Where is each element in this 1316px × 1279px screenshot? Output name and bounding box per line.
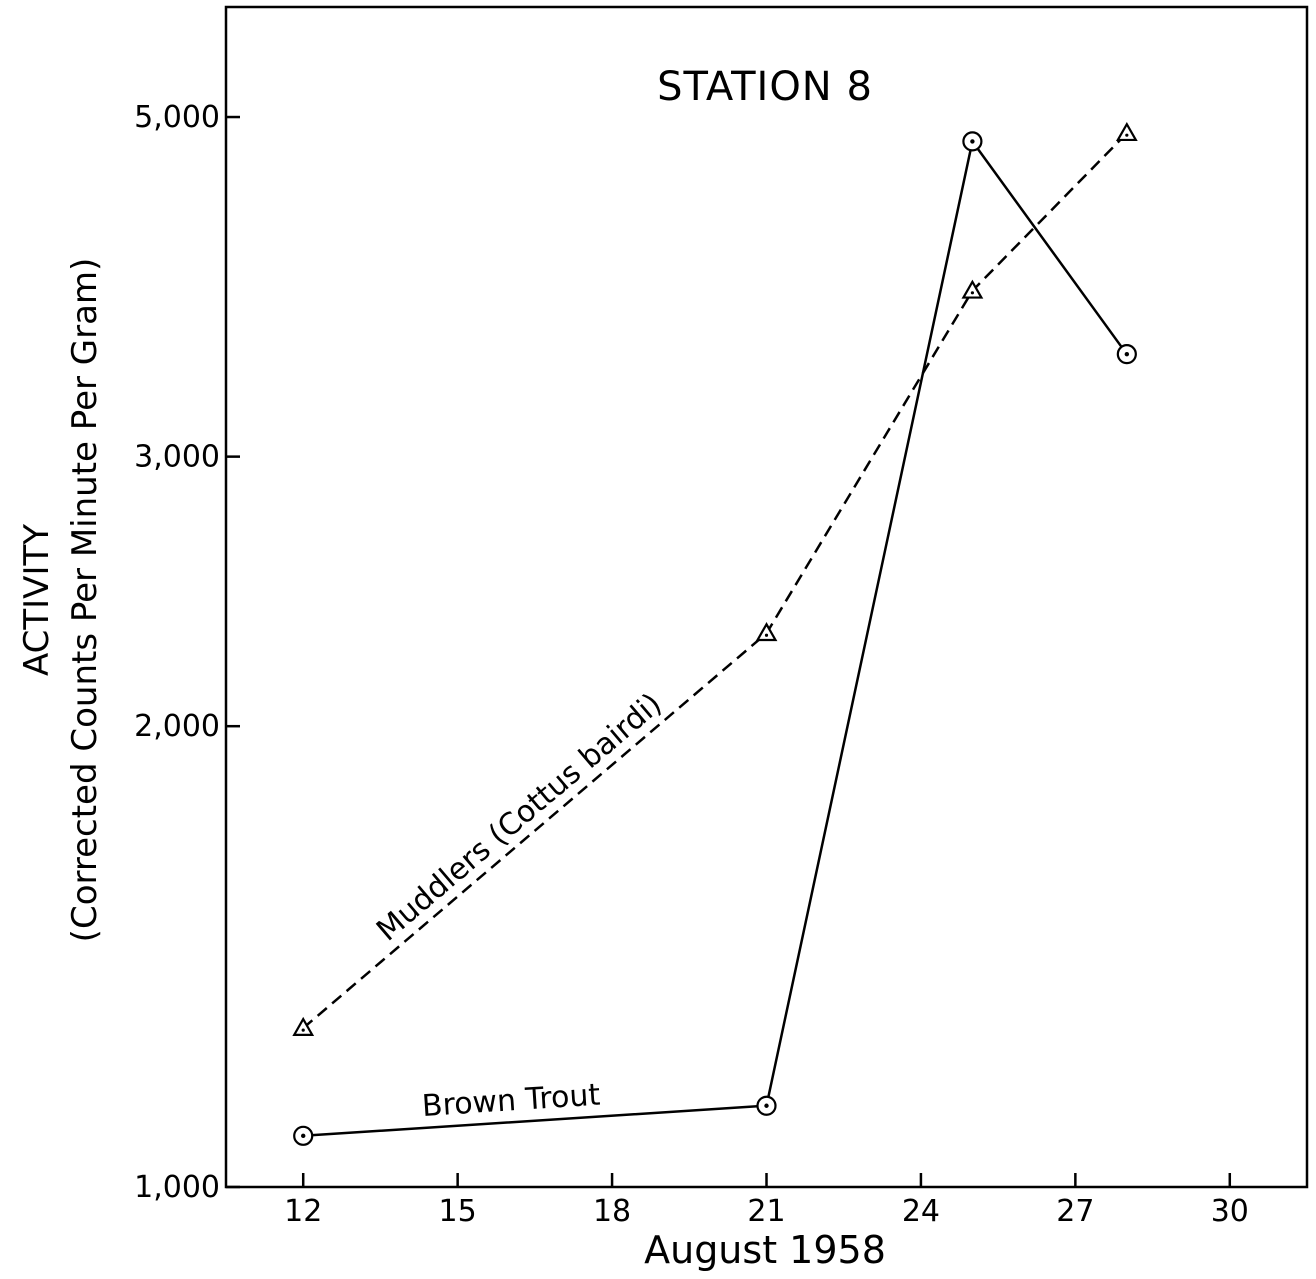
- series-0: Muddlers (Cottus bairdi): [292, 121, 1138, 1036]
- data-point-triangle: [292, 1016, 315, 1036]
- data-point-center: [764, 633, 769, 637]
- data-point-center: [764, 1103, 769, 1108]
- data-point-triangle: [1115, 121, 1138, 142]
- x-tick-label: 18: [593, 1194, 631, 1229]
- plot-frame: [224, 5, 1309, 1189]
- data-point-triangle: [961, 279, 984, 299]
- series-line: [302, 132, 1128, 1030]
- data-point-center: [970, 291, 975, 295]
- y-tick-label: 2,000: [134, 709, 220, 744]
- data-point-center: [970, 139, 975, 144]
- y-tick-label: 1,000: [134, 1170, 220, 1205]
- x-axis-ticks: 12 15 18 21 24 27 30: [284, 1173, 1249, 1229]
- x-tick-label: 15: [439, 1194, 477, 1229]
- y-tick-label: 5,000: [134, 100, 220, 135]
- x-tick-label: 30: [1211, 1194, 1249, 1229]
- y-axis-label-line2: (Corrected Counts Per Minute Per Gram): [65, 258, 105, 943]
- y-tick-label: 3,000: [134, 440, 220, 475]
- data-point-center: [1125, 133, 1129, 137]
- chart-title: STATION 8: [657, 64, 873, 110]
- series-layer: Muddlers (Cottus bairdi)Brown Trout: [292, 121, 1138, 1146]
- y-axis-ticks: 1,000 2,000 3,000 5,000: [134, 100, 240, 1205]
- x-axis-label: August 1958: [644, 1228, 886, 1272]
- y-axis-label: ACTIVITY (Corrected Counts Per Minute Pe…: [17, 258, 105, 943]
- data-point-center: [1124, 351, 1130, 357]
- data-point-center: [301, 1133, 306, 1139]
- x-tick-label: 24: [902, 1194, 940, 1229]
- data-point-center: [301, 1028, 305, 1032]
- data-point-triangle: [755, 622, 778, 642]
- x-tick-label: 21: [747, 1194, 785, 1229]
- series-1: Brown Trout: [293, 131, 1137, 1146]
- x-tick-label: 12: [284, 1194, 322, 1229]
- series-line: [303, 138, 1128, 1138]
- y-axis-label-line1: ACTIVITY: [17, 524, 57, 676]
- series-label: Muddlers (Cottus bairdi): [370, 686, 669, 948]
- x-tick-label: 27: [1056, 1194, 1094, 1229]
